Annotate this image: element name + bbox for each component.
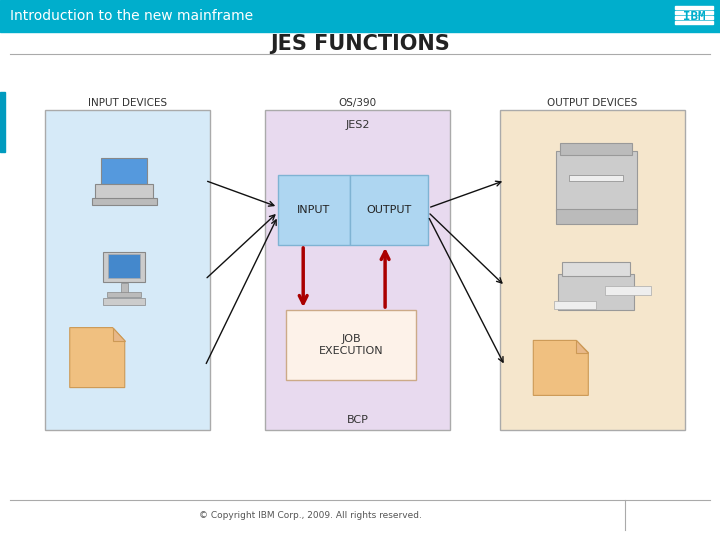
Text: BCP: BCP bbox=[346, 415, 369, 425]
Bar bbox=[674, 4, 714, 28]
Text: EXECUTION: EXECUTION bbox=[319, 346, 383, 356]
Bar bbox=[556, 151, 636, 211]
Bar bbox=[102, 158, 147, 184]
Text: JES FUNCTIONS: JES FUNCTIONS bbox=[270, 34, 450, 54]
Bar bbox=[95, 184, 153, 199]
Bar bbox=[562, 262, 630, 275]
Bar bbox=[0, 0, 720, 32]
Bar bbox=[107, 292, 141, 298]
Bar bbox=[91, 198, 157, 205]
Polygon shape bbox=[112, 328, 125, 341]
Bar bbox=[0, 92, 5, 152]
Bar bbox=[675, 16, 713, 18]
Bar bbox=[265, 110, 450, 430]
Bar bbox=[286, 310, 416, 380]
Polygon shape bbox=[576, 340, 588, 353]
Bar bbox=[556, 209, 636, 224]
Text: JOB: JOB bbox=[341, 334, 361, 344]
Bar bbox=[108, 254, 140, 278]
Polygon shape bbox=[534, 340, 588, 395]
Bar bbox=[500, 110, 685, 430]
Text: Introduction to the new mainframe: Introduction to the new mainframe bbox=[10, 9, 253, 23]
Bar bbox=[675, 21, 713, 24]
Bar bbox=[103, 252, 145, 282]
Text: OS/390: OS/390 bbox=[338, 98, 377, 108]
Bar bbox=[45, 110, 210, 430]
Text: JES2: JES2 bbox=[346, 120, 370, 130]
Bar bbox=[605, 286, 652, 295]
Polygon shape bbox=[70, 328, 125, 388]
Bar bbox=[121, 283, 128, 293]
Bar bbox=[675, 6, 713, 9]
Bar bbox=[570, 175, 624, 181]
Bar bbox=[560, 143, 632, 155]
Text: INPUT DEVICES: INPUT DEVICES bbox=[88, 98, 167, 108]
Bar bbox=[350, 175, 428, 245]
Text: IBM: IBM bbox=[683, 10, 706, 23]
Bar bbox=[554, 301, 596, 308]
Bar bbox=[278, 175, 350, 245]
Bar bbox=[103, 299, 145, 305]
Text: INPUT: INPUT bbox=[297, 205, 330, 215]
Text: OUTPUT DEVICES: OUTPUT DEVICES bbox=[547, 98, 638, 108]
Text: © Copyright IBM Corp., 2009. All rights reserved.: © Copyright IBM Corp., 2009. All rights … bbox=[199, 511, 421, 521]
Bar bbox=[558, 274, 634, 310]
Text: OUTPUT: OUTPUT bbox=[366, 205, 412, 215]
Bar bbox=[675, 11, 713, 14]
